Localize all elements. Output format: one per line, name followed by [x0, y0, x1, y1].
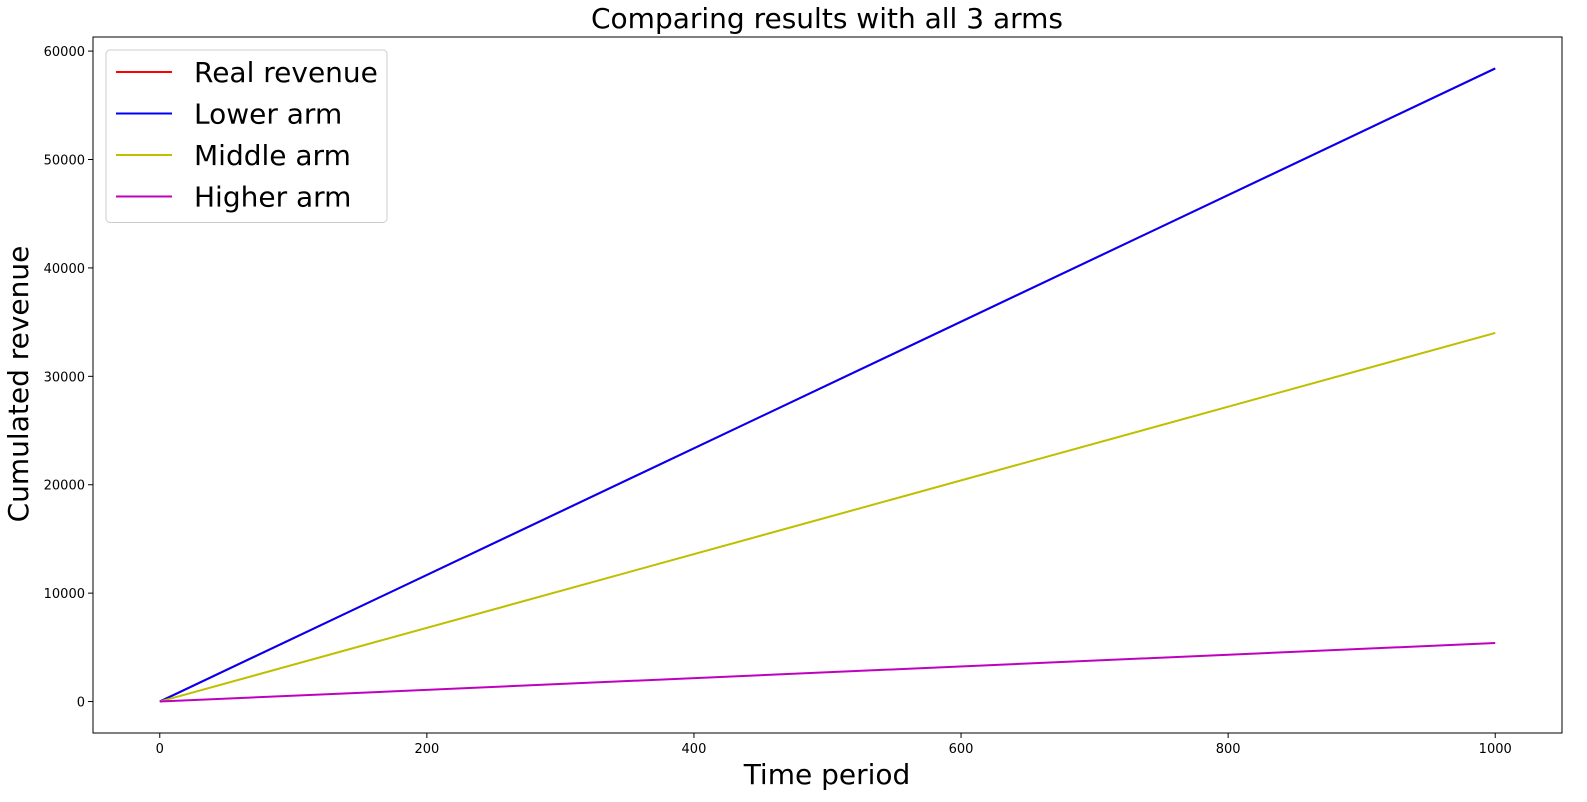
y-tick-label: 40000 [44, 262, 85, 277]
plot-frame [92, 36, 1563, 734]
y-tick-label: 50000 [44, 154, 85, 169]
series-layer [159, 67, 1496, 703]
x-tick-label: 600 [949, 742, 974, 757]
plot-area [92, 36, 1563, 734]
legend-box [105, 49, 388, 223]
x-tick-label: 800 [1216, 742, 1241, 757]
y-tick-label: 20000 [44, 479, 85, 494]
series-line-2 [159, 331, 1496, 703]
series-line-3 [159, 642, 1496, 703]
x-tick-label: 200 [414, 742, 439, 757]
legend: Real revenue Lower arm Middle arm Higher ar… [105, 49, 388, 223]
x-tick-label: 0 [156, 742, 164, 757]
series-line-1 [159, 67, 1496, 703]
x-axis: 0 200 400 600 800 1000 [156, 733, 1512, 757]
x-tick-label: 400 [682, 742, 707, 757]
y-axis-label: Cumulated revenue [2, 246, 35, 523]
legend-label-2: Middle arm [194, 139, 351, 172]
y-tick-label: 60000 [44, 45, 85, 60]
y-tick-label: 10000 [44, 587, 85, 602]
y-axis: 0 10000 20000 30000 40000 50000 60000 [44, 45, 93, 711]
y-tick-label: 30000 [44, 370, 85, 385]
y-tick-label: 0 [77, 696, 85, 711]
legend-label-3: Higher arm [194, 181, 351, 214]
x-tick-label: 1000 [1479, 742, 1512, 757]
x-axis-label: Time period [743, 758, 911, 791]
legend-label-0: Real revenue [194, 56, 378, 89]
chart-title: Comparing results with all 3 arms [591, 2, 1063, 35]
legend-label-1: Lower arm [194, 98, 342, 131]
